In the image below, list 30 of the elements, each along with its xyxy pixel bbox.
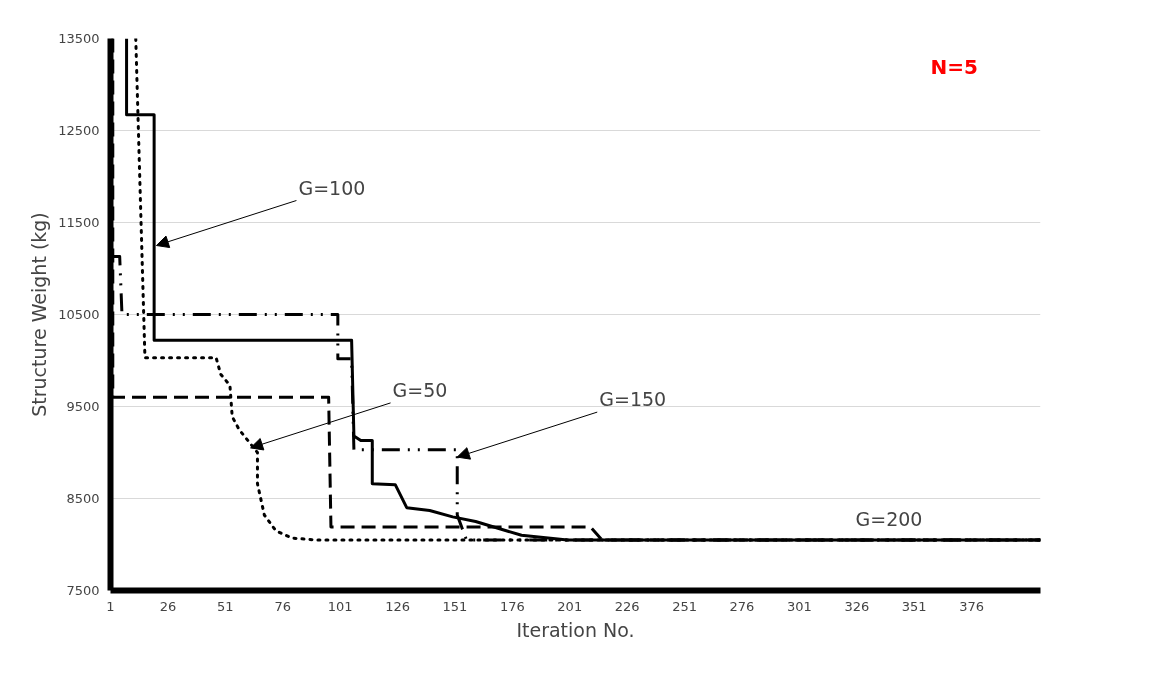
y-tick-label: 11500 — [58, 215, 100, 230]
x-tick-label: 326 — [844, 598, 870, 614]
x-tick-label: 276 — [729, 598, 755, 614]
x-axis-title: Iteration No. — [516, 618, 635, 641]
x-tick-label: 126 — [385, 598, 410, 614]
annotation: G=200 — [855, 507, 923, 530]
x-tick-label: 176 — [499, 598, 525, 614]
y-tick-label: 8500 — [66, 491, 100, 506]
x-tick-label: 376 — [959, 598, 985, 614]
annotation: G=100 — [298, 176, 366, 199]
y-tick-label: 9500 — [66, 399, 100, 414]
annotation: G=50 — [392, 378, 448, 401]
x-tick-label: 1 — [106, 598, 115, 614]
x-tick-label: 26 — [159, 598, 177, 614]
y-tick-label: 13500 — [58, 31, 100, 46]
x-tick-label: 301 — [786, 598, 812, 614]
y-axis-title: Structure Weight (kg) — [28, 212, 51, 417]
x-tick-label: 101 — [327, 598, 353, 614]
x-tick-label: 51 — [217, 598, 234, 614]
y-tick-label: 12500 — [58, 123, 100, 138]
y-tick-label: 7500 — [66, 583, 100, 598]
x-tick-label: 151 — [442, 598, 468, 614]
y-tick-label: 10500 — [58, 307, 100, 322]
x-tick-label: 226 — [614, 598, 640, 614]
x-tick-label: 201 — [557, 598, 583, 614]
x-tick-label: 251 — [672, 598, 697, 614]
annotation: G=150 — [599, 388, 667, 411]
annotation: N=5 — [930, 54, 978, 79]
x-tick-label: 76 — [274, 598, 291, 614]
x-tick-label: 351 — [901, 598, 927, 614]
